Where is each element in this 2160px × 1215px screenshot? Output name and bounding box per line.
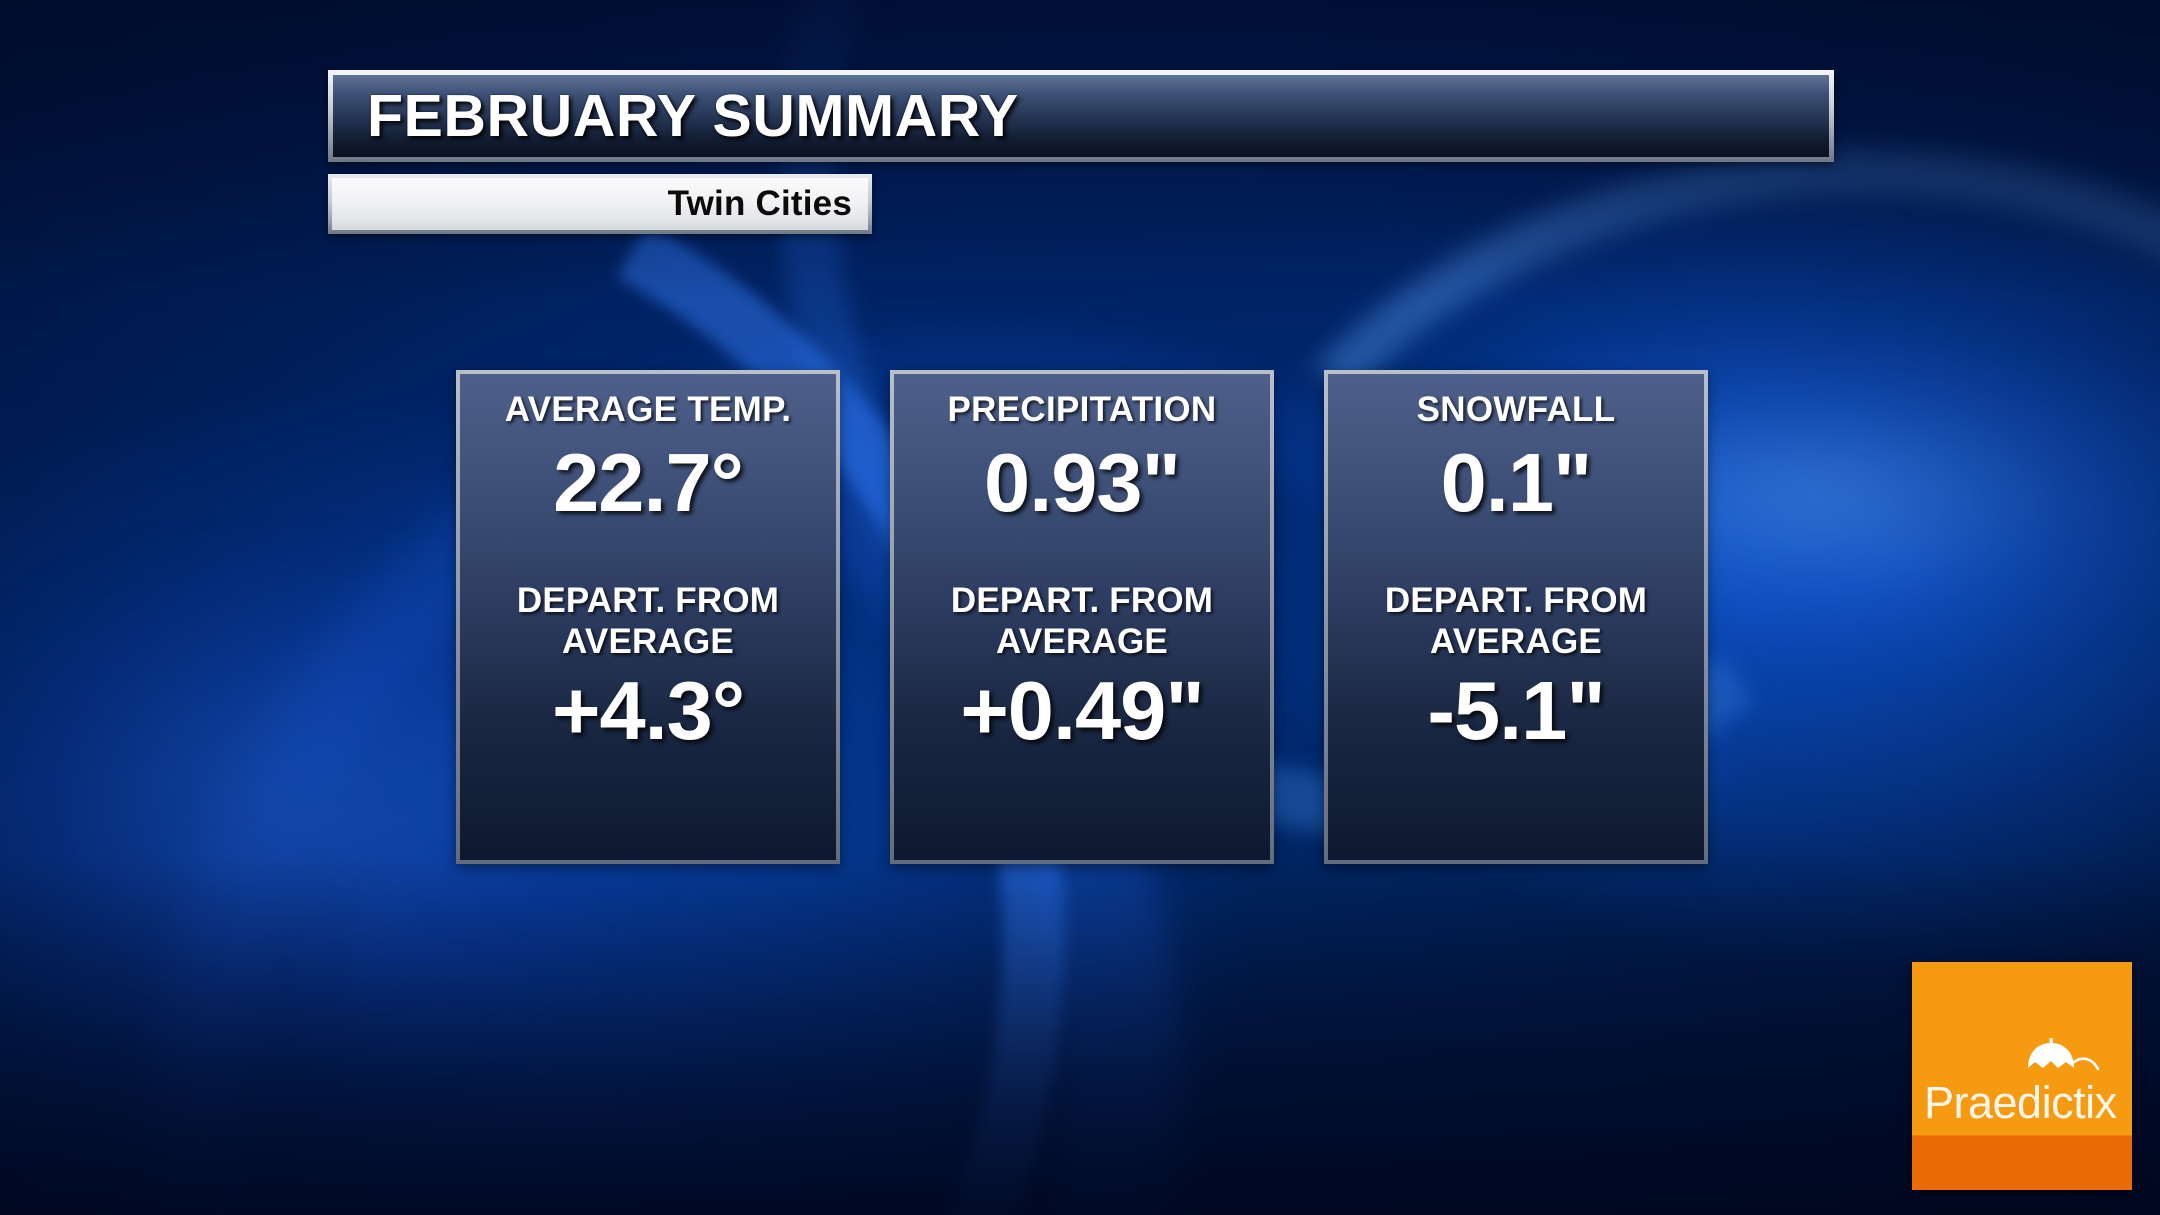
subtitle-bar: Twin Cities <box>328 174 872 234</box>
stat-panel-departure-value: -5.1" <box>1427 663 1605 757</box>
logo-wordmark: Praedictix <box>1924 1077 2117 1128</box>
stat-panel-departure-label: DEPART. FROM AVERAGE <box>1385 580 1647 663</box>
stat-panel-average-temp: AVERAGE TEMP. 22.7° DEPART. FROM AVERAGE… <box>456 370 840 864</box>
departure-label-line-2: AVERAGE <box>1430 622 1602 662</box>
umbrella-icon <box>2028 1038 2100 1071</box>
stat-panel-group: AVERAGE TEMP. 22.7° DEPART. FROM AVERAGE… <box>456 370 1708 864</box>
stat-panel-value: 0.93" <box>984 436 1181 530</box>
stat-panel-inner: SNOWFALL 0.1" DEPART. FROM AVERAGE -5.1" <box>1328 374 1704 860</box>
stat-panel-title: AVERAGE TEMP. <box>504 390 792 429</box>
departure-label-line-2: AVERAGE <box>996 622 1168 662</box>
stat-panel-title: PRECIPITATION <box>947 390 1217 429</box>
subtitle-bar-inner: Twin Cities <box>332 178 868 230</box>
stat-panel-departure-value: +4.3° <box>551 663 745 757</box>
departure-label-line-1: DEPART. FROM <box>950 581 1214 621</box>
departure-label-line-1: DEPART. FROM <box>516 581 780 621</box>
stat-panel-departure-label: DEPART. FROM AVERAGE <box>517 580 779 663</box>
departure-label-line-1: DEPART. FROM <box>1384 581 1648 621</box>
stat-panel-title: SNOWFALL <box>1416 390 1616 429</box>
stat-panel-value: 22.7° <box>553 436 744 530</box>
title-bar: FEBRUARY SUMMARY <box>328 70 1834 162</box>
page-title: FEBRUARY SUMMARY <box>367 83 1019 149</box>
stat-panel-value: 0.1" <box>1440 436 1593 530</box>
stat-panel-snowfall: SNOWFALL 0.1" DEPART. FROM AVERAGE -5.1" <box>1324 370 1708 864</box>
stat-panel-departure-value: +0.49" <box>960 663 1204 757</box>
location-label: Twin Cities <box>667 184 852 223</box>
stat-panel-inner: PRECIPITATION 0.93" DEPART. FROM AVERAGE… <box>894 374 1270 860</box>
departure-label-line-2: AVERAGE <box>562 622 734 662</box>
stat-panel-departure-label: DEPART. FROM AVERAGE <box>951 580 1213 663</box>
praedictix-logo: Praedictix <box>1912 962 2132 1190</box>
stat-panel-precipitation: PRECIPITATION 0.93" DEPART. FROM AVERAGE… <box>890 370 1274 864</box>
stat-panel-inner: AVERAGE TEMP. 22.7° DEPART. FROM AVERAGE… <box>460 374 836 860</box>
title-bar-inner: FEBRUARY SUMMARY <box>333 75 1829 157</box>
